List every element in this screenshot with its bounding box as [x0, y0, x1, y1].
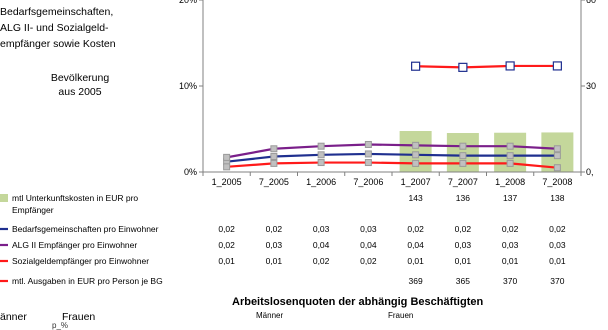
chart-note: Bedarfsgemeinschaften, ALG II- und Sozia…	[0, 4, 160, 52]
category-label: 1_2006	[306, 177, 336, 187]
legend-label: Bedarfsgemeinschaften pro Einwohner	[12, 224, 159, 234]
table-cell: 0,01	[455, 256, 472, 266]
series-line	[226, 152, 558, 163]
table-cell: 0,02	[407, 224, 424, 234]
series-marker	[506, 159, 514, 167]
series-marker	[270, 145, 278, 153]
series-marker	[364, 140, 372, 148]
table-cell: 0,01	[266, 256, 283, 266]
series-marker	[506, 152, 514, 160]
table-cell: 0,02	[313, 256, 330, 266]
category-label: 1_2005	[212, 177, 242, 187]
series-marker	[459, 159, 467, 167]
sub-label-women: Frauen	[388, 311, 414, 320]
table-cell: 0,02	[549, 224, 566, 234]
table-cell: 138	[550, 193, 564, 203]
table-cell: 0,02	[455, 224, 472, 234]
legend-key	[0, 194, 8, 202]
sub-label-men: Männer	[256, 311, 284, 320]
series-marker	[459, 152, 467, 160]
right-tick-label: 0,	[586, 167, 594, 177]
table-cell: 0,03	[266, 240, 283, 250]
legend-label: mtl Unterkunftskosten in EUR pro	[12, 193, 138, 203]
bottom-label-men: änner	[0, 311, 27, 323]
series-marker	[270, 153, 278, 161]
left-tick-label: 0%	[184, 167, 197, 177]
table-cell: 137	[503, 193, 517, 203]
right-tick-label: 60	[586, 0, 596, 5]
series-line	[415, 64, 558, 69]
table-cell: 0,04	[407, 240, 424, 250]
series-marker	[412, 151, 420, 159]
table-cell: 0,02	[360, 256, 377, 266]
table-cell: 0,04	[360, 240, 377, 250]
table-cell: 0,03	[549, 240, 566, 250]
series-marker	[458, 62, 468, 72]
population-line: Bevölkerung	[50, 72, 110, 84]
table-cell: 369	[409, 276, 423, 286]
category-label: 7_2008	[542, 177, 572, 187]
series-marker	[412, 159, 420, 167]
table-cell: 0,04	[313, 240, 330, 250]
legend-label: mtl. Ausgaben in EUR pro Person je BG	[12, 276, 163, 286]
left-tick-label: 20%	[179, 0, 197, 5]
category-label: 7_2005	[259, 177, 289, 187]
series-marker	[412, 141, 420, 149]
series-marker	[553, 145, 561, 153]
table-cell: 370	[503, 276, 517, 286]
right-tick-label: 30	[586, 81, 596, 91]
table-cell: 0,02	[266, 224, 283, 234]
series-marker	[364, 150, 372, 158]
series-marker	[270, 159, 278, 167]
series-marker	[459, 142, 467, 150]
table-cell: 0,01	[549, 256, 566, 266]
bottom-label-women: Frauen	[62, 311, 96, 323]
series-marker	[411, 61, 421, 71]
series-marker	[317, 159, 325, 167]
table-cell: 0,02	[218, 240, 235, 250]
category-label: 1_2007	[401, 177, 431, 187]
subtitle: Arbeitslosenquoten der abhängig Beschäft…	[232, 296, 484, 308]
left-tick-label: 10%	[179, 81, 197, 91]
series-marker	[223, 153, 231, 161]
bottom-cut-text: p_%	[52, 321, 69, 330]
table-cell: 0,01	[407, 256, 424, 266]
series-marker	[506, 142, 514, 150]
series-line	[226, 161, 558, 169]
population-line: aus 2005	[58, 86, 102, 98]
table-cell: 136	[456, 193, 470, 203]
series-marker	[553, 152, 561, 160]
table-cell: 0,03	[455, 240, 472, 250]
category-label: 7_2007	[448, 177, 478, 187]
series-marker	[317, 142, 325, 150]
note-line: empfänger sowie Kosten	[0, 38, 116, 50]
series-marker	[505, 61, 515, 71]
legend-label: ALG II Empfänger pro Einwohner	[12, 240, 137, 250]
note-line: Bedarfsgemeinschaften,	[0, 6, 114, 18]
series-marker	[317, 151, 325, 159]
table-cell: 0,02	[502, 224, 519, 234]
table-cell: 143	[409, 193, 423, 203]
note-line: ALG II- und Sozialgeld-	[0, 22, 109, 34]
table-cell: 0,03	[360, 224, 377, 234]
series-marker	[223, 163, 231, 171]
table-cell: 0,02	[218, 224, 235, 234]
table-cell: 0,03	[502, 240, 519, 250]
series-marker	[553, 164, 561, 172]
series-marker	[364, 159, 372, 167]
table-cell: 365	[456, 276, 470, 286]
table-cell: 370	[550, 276, 564, 286]
series-line	[226, 143, 558, 159]
series-marker	[552, 61, 562, 71]
category-label: 1_2008	[495, 177, 525, 187]
legend-label: Empfänger	[12, 205, 54, 215]
population-note: Bevölkerung aus 2005	[0, 71, 160, 99]
table-cell: 0,01	[218, 256, 235, 266]
table-cell: 0,03	[313, 224, 330, 234]
legend-label: Sozialgeldempfänger pro Einwohner	[12, 256, 149, 266]
table-cell: 0,01	[502, 256, 519, 266]
category-label: 7_2006	[353, 177, 383, 187]
